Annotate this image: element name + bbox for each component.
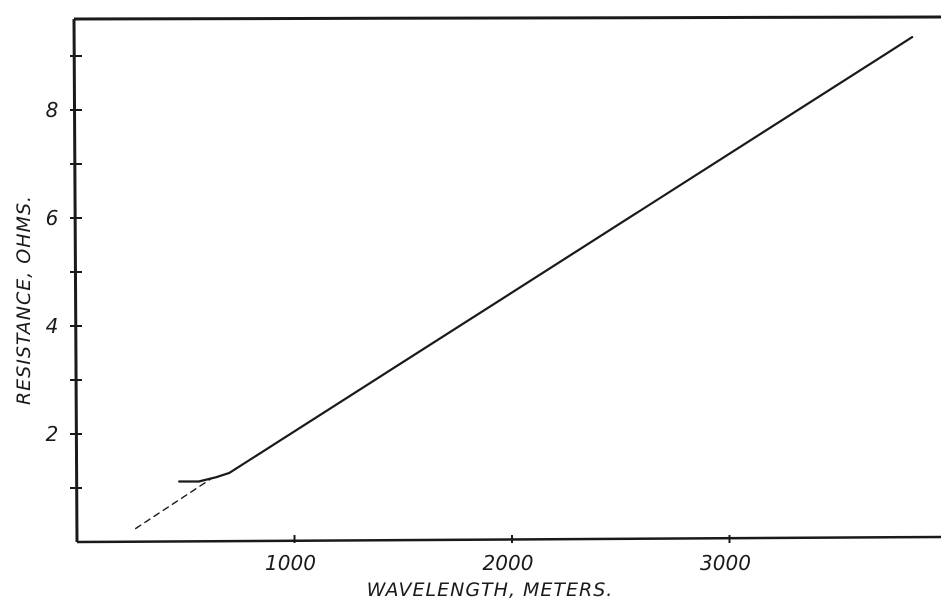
y-axis-label: RESISTANCE, OHMS.	[13, 195, 35, 405]
y-tick-label-4: 4	[46, 314, 59, 338]
y-tick-label-6: 6	[46, 206, 59, 230]
series-layer	[134, 35, 914, 530]
x-axis-line	[76, 535, 941, 544]
y-axis-line	[72, 18, 79, 543]
x-tick-label-3000: 3000	[700, 551, 751, 575]
plot-frame	[72, 15, 941, 544]
x-tick-label-2000: 2000	[483, 551, 534, 575]
top-border	[73, 15, 941, 21]
tick-labels: 2 4 6 8 1000 2000 3000	[46, 98, 751, 575]
extrapolated-dashed-line	[134, 477, 213, 530]
x-tick-label-1000: 1000	[265, 551, 316, 575]
resistance-curve	[178, 35, 914, 483]
y-tick-label-8: 8	[46, 98, 59, 122]
x-axis-label: WAVELENGTH, METERS.	[367, 579, 614, 601]
axis-ticks	[70, 55, 731, 543]
y-tick-label-2: 2	[46, 422, 59, 446]
